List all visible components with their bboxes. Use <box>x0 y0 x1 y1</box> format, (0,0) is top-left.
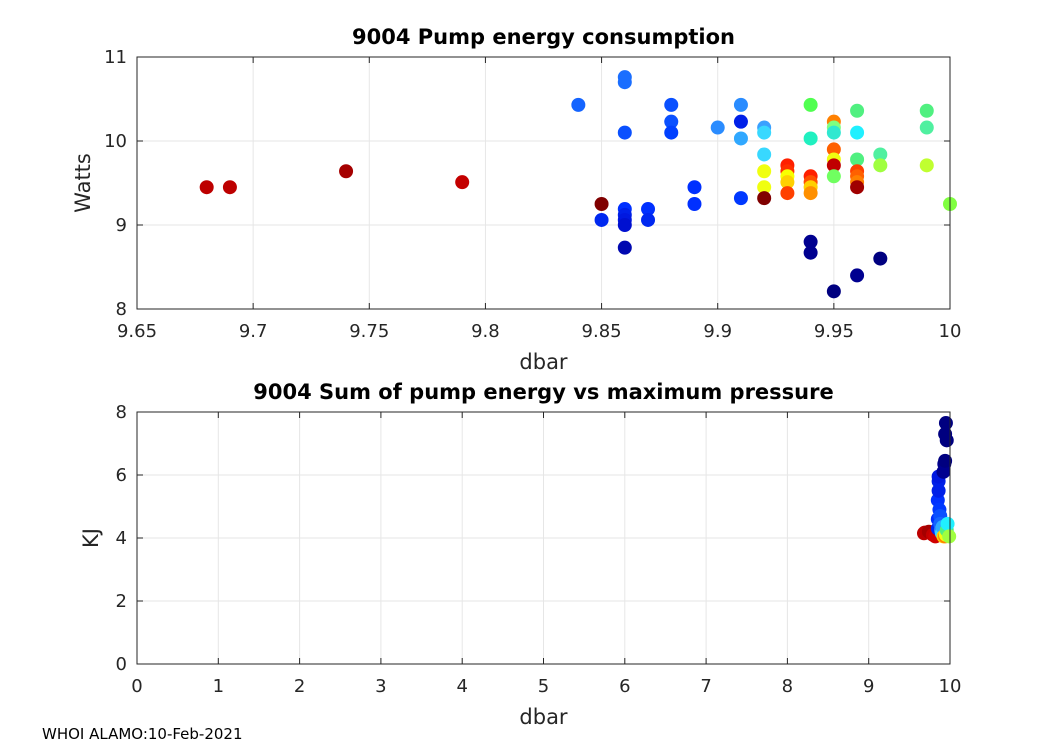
pump-ytick-label: 8 <box>116 299 127 320</box>
sum-axes-frame <box>136 411 951 665</box>
pump-data-point <box>873 158 888 173</box>
pump-data-point <box>687 180 702 195</box>
sum-ytick-label: 8 <box>116 402 127 423</box>
sum-chart-title: 9004 Sum of pump energy vs maximum press… <box>253 380 833 404</box>
pump-ytick-label: 9 <box>116 215 127 236</box>
sum-ytick-label: 6 <box>116 465 127 486</box>
pump-plot-area <box>137 57 950 309</box>
pump-data-point <box>826 142 841 157</box>
pump-xtick-label: 9.8 <box>471 321 500 342</box>
pump-xtick-label: 9.65 <box>117 321 157 342</box>
pump-data-point <box>641 212 656 227</box>
sum-ytick-label: 2 <box>116 591 127 612</box>
pump-xtick-label: 9.9 <box>703 321 732 342</box>
pump-data-point <box>919 120 934 135</box>
pump-data-point <box>826 169 841 184</box>
pump-data-point <box>780 175 795 190</box>
pump-data-point <box>850 180 865 195</box>
pump-data-point <box>733 114 748 129</box>
pump-data-point <box>873 147 888 162</box>
pump-data-point <box>803 97 818 112</box>
pump-data-point <box>919 158 934 173</box>
pump-data-point <box>455 175 470 190</box>
sum-ytick-label: 0 <box>116 654 127 675</box>
pump-data-point <box>850 152 865 167</box>
pump-data-point <box>617 125 632 140</box>
pump-data-point <box>826 158 841 173</box>
sum-xtick-label: 6 <box>619 676 630 697</box>
pump-data-point <box>641 202 656 217</box>
pump-data-point <box>850 125 865 140</box>
pump-data-point <box>803 131 818 146</box>
axes-sum-energy: 0 1 2 3 4 5 6 7 8 9 10 0 2 4 6 8 9004 Sum of pump energy… <box>79 380 961 729</box>
pump-y-axis-label: Watts <box>71 153 95 213</box>
sum-data-point <box>938 416 953 431</box>
pump-data-point <box>873 251 888 266</box>
pump-data-point <box>803 234 818 249</box>
sum-x-axis-label: dbar <box>519 705 568 729</box>
pump-data-point <box>594 212 609 227</box>
pump-xtick-label: 9.95 <box>814 321 854 342</box>
sum-xtick-label: 8 <box>782 676 793 697</box>
pump-data-point <box>757 180 772 195</box>
sum-ytick-label: 4 <box>116 528 127 549</box>
pump-xtick-label: 9.85 <box>582 321 622 342</box>
pump-data-point <box>826 125 841 140</box>
pump-data-point <box>222 180 237 195</box>
pump-xtick-label: 10 <box>939 321 962 342</box>
sum-xtick-label: 5 <box>538 676 549 697</box>
pump-ytick-label: 11 <box>104 47 127 68</box>
pump-data-point <box>339 164 354 179</box>
pump-ytick-label: 10 <box>104 131 127 152</box>
pump-data-point <box>594 197 609 211</box>
sum-xtick-label: 3 <box>375 676 386 697</box>
sum-xtick-label: 2 <box>294 676 305 697</box>
pump-data-point <box>733 131 748 146</box>
sum-y-axis-label: KJ <box>79 528 103 548</box>
pump-x-axis-label: dbar <box>519 350 568 374</box>
pump-data-point <box>826 284 841 299</box>
sum-data-point <box>938 453 953 468</box>
sum-xtick-label: 7 <box>700 676 711 697</box>
pump-data-point <box>757 125 772 140</box>
sum-xtick-label: 1 <box>213 676 224 697</box>
pump-data-point <box>710 120 725 135</box>
pump-data-point <box>850 268 865 283</box>
pump-xtick-label: 9.75 <box>349 321 389 342</box>
sum-xtick-label: 4 <box>456 676 467 697</box>
pump-data-point <box>617 75 632 90</box>
pump-data-point <box>733 97 748 112</box>
pump-data-point <box>199 180 214 195</box>
pump-data-point <box>733 191 748 206</box>
axes-pump-energy: 9.65 9.7 9.75 9.8 9.85 9.9 9.95 10 8 9 10 11 9004 Pu… <box>71 25 961 374</box>
pump-axes-frame <box>136 56 951 310</box>
pump-data-point <box>780 186 795 201</box>
sum-data-point <box>942 529 957 544</box>
pump-data-point <box>850 103 865 118</box>
sum-xtick-label: 9 <box>863 676 874 697</box>
pump-data-point <box>757 191 772 206</box>
pump-data-point <box>664 97 679 112</box>
pump-data-point <box>803 186 818 201</box>
footer-credit: WHOI ALAMO:10-Feb-2021 <box>42 725 243 743</box>
pump-data-point <box>757 147 772 162</box>
pump-data-point <box>571 97 586 112</box>
sum-xtick-label: 10 <box>939 676 962 697</box>
pump-data-point <box>617 218 632 232</box>
sum-data-point <box>940 516 955 531</box>
pump-data-point <box>919 103 934 118</box>
pump-data-point <box>664 125 679 140</box>
sum-xtick-label: 0 <box>131 676 142 697</box>
pump-data-point <box>617 240 632 255</box>
pump-data-point <box>757 164 772 179</box>
pump-xtick-label: 9.7 <box>239 321 268 342</box>
pump-data-point <box>687 197 702 211</box>
pump-data-point <box>664 114 679 129</box>
pump-chart-title: 9004 Pump energy consumption <box>352 25 735 49</box>
sum-data-point <box>939 433 954 448</box>
pump-data-point <box>803 245 818 260</box>
